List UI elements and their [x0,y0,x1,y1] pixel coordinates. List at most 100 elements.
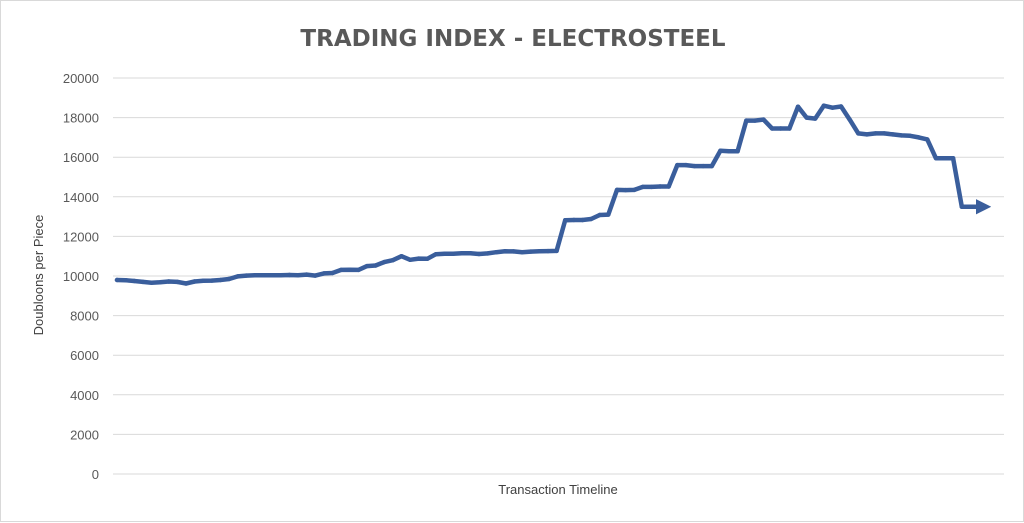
data-point [769,126,775,131]
data-point [933,156,939,161]
data-point [261,273,266,278]
data-point [847,117,852,122]
data-point [804,115,809,120]
series-group [114,103,992,286]
data-point [752,118,758,123]
data-point [485,251,490,256]
data-point [270,273,275,278]
data-point [744,118,749,123]
data-point [382,259,387,265]
y-tick-label: 14000 [63,190,99,205]
data-point [528,249,533,254]
data-point [425,256,430,261]
data-point [813,116,818,121]
data-point [666,184,671,189]
data-point [338,267,344,273]
data-point [451,251,456,256]
y-tick-label: 18000 [63,111,99,126]
data-point [675,162,680,168]
data-point [795,104,801,109]
data-point [442,251,447,256]
data-point [476,251,482,257]
data-point [890,132,895,137]
y-axis-label: Doubloons per Piece [31,215,46,336]
y-tick-label: 4000 [70,388,99,403]
data-point [907,133,913,138]
data-point [701,163,706,169]
data-point [537,249,542,254]
data-point [114,277,120,283]
data-point [390,258,395,263]
series-line [114,103,992,286]
y-tick-label: 2000 [70,427,99,442]
data-point [864,132,870,137]
data-point [718,148,723,153]
data-point [873,131,878,136]
data-point [416,256,421,261]
data-point [433,252,439,257]
data-point [709,163,714,169]
chart-title: TRADING INDEX - ELECTROSTEEL [300,26,725,52]
data-point [640,184,645,190]
y-axis-ticks: 0 2000 4000 6000 8000 10000 12000 14000 16000 180… [63,71,99,482]
data-point [468,251,473,256]
data-point [494,250,499,255]
data-point [588,216,594,222]
data-point [287,272,292,278]
data-point [623,187,628,193]
data-point [511,249,516,254]
data-point [597,212,602,218]
data-point [235,274,240,279]
data-point [899,133,904,138]
data-point [830,105,835,110]
data-point [545,248,551,254]
data-point [856,131,861,136]
data-point [838,104,844,109]
y-tick-label: 20000 [63,71,99,86]
data-point [278,273,283,278]
data-point [976,204,982,209]
data-point [968,204,973,209]
data-point [735,149,740,154]
data-point [166,279,171,284]
data-point [157,280,163,285]
y-tick-label: 6000 [70,348,99,363]
data-point [399,254,404,259]
data-point [347,267,352,272]
data-point [459,251,464,256]
data-point [364,263,370,269]
data-point [571,217,577,223]
data-point [554,248,559,254]
data-point [692,163,697,169]
data-point [313,273,318,278]
data-point [925,137,930,142]
data-point [942,156,947,161]
data-point [201,278,206,283]
data-point [175,279,180,285]
data-point [950,156,956,161]
data-point [149,280,154,285]
data-point [657,184,663,189]
data-point [580,217,585,223]
data-point [787,126,792,131]
x-axis-label: Transaction Timeline [498,482,617,497]
data-point [683,162,689,168]
data-point [295,273,301,278]
data-point [140,279,146,285]
y-tick-label: 12000 [63,229,99,244]
data-point [882,131,887,136]
data-point [356,267,361,273]
data-point [563,218,568,223]
data-point [226,276,232,282]
data-point [959,204,964,209]
data-point [244,273,249,278]
data-point [304,272,309,277]
data-point [761,117,766,122]
data-point [330,270,335,276]
data-point [123,278,128,283]
y-tick-label: 10000 [63,269,99,284]
data-point [778,126,783,131]
data-point [614,187,620,193]
